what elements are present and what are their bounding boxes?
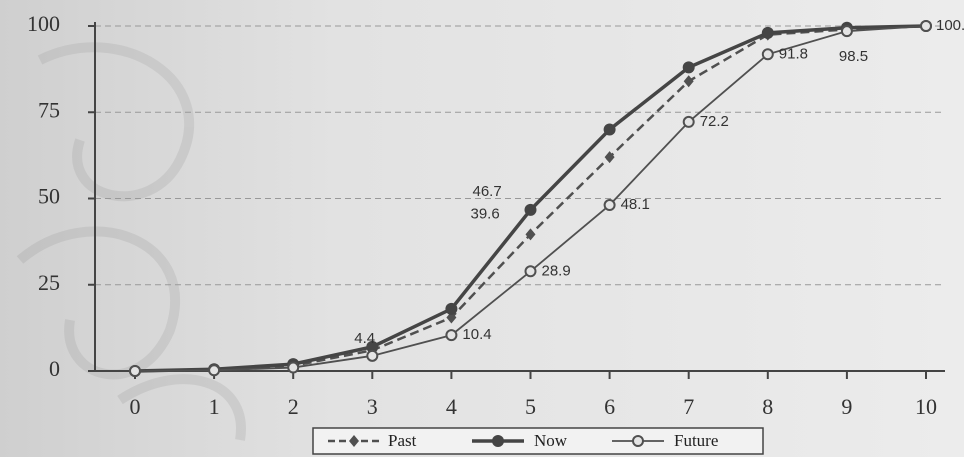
legend-label: Future — [674, 431, 718, 450]
data-label: 72.2 — [700, 113, 729, 130]
legend-box — [312, 427, 764, 455]
x-tick-label: 2 — [288, 394, 299, 419]
data-label: 48.1 — [621, 196, 650, 213]
marker — [208, 364, 221, 377]
marker — [603, 199, 616, 212]
y-tick-label: 100 — [27, 11, 60, 36]
marker — [632, 435, 644, 447]
marker — [366, 349, 379, 362]
marker — [682, 115, 695, 128]
marker — [445, 302, 458, 315]
x-tick-label: 1 — [209, 394, 220, 419]
x-tick-label: 4 — [446, 394, 457, 419]
data-label: 4.4 — [354, 330, 375, 347]
marker — [445, 329, 458, 342]
marker — [604, 151, 615, 164]
marker — [761, 48, 774, 61]
marker — [525, 228, 536, 241]
x-tick-label: 7 — [683, 394, 694, 419]
marker — [840, 25, 853, 38]
y-tick-label: 25 — [38, 270, 60, 295]
data-label: 28.9 — [542, 262, 571, 279]
ornament — [16, 42, 246, 441]
x-tick-label: 10 — [915, 394, 937, 419]
data-label: 39.6 — [471, 205, 500, 222]
legend-label: Past — [388, 431, 417, 450]
x-tick-label: 3 — [367, 394, 378, 419]
x-tick-label: 8 — [762, 394, 773, 419]
y-tick-label: 75 — [38, 97, 60, 122]
legend: Past Now Future — [312, 427, 764, 455]
marker — [524, 265, 537, 278]
data-label: 10.4 — [462, 326, 491, 343]
marker — [682, 61, 695, 74]
marker — [492, 435, 504, 447]
y-tick-label: 50 — [38, 184, 60, 209]
marker — [761, 26, 774, 39]
marker — [603, 123, 616, 136]
data-label: 98.5 — [839, 48, 868, 65]
x-tick-label: 6 — [604, 394, 615, 419]
x-tick-label: 0 — [130, 394, 141, 419]
x-tick-label: 9 — [841, 394, 852, 419]
marker — [287, 361, 300, 374]
marker — [446, 311, 457, 324]
legend-label: Now — [534, 431, 568, 450]
y-tick-label: 0 — [49, 356, 60, 381]
marker — [683, 75, 694, 88]
marker — [349, 435, 359, 447]
data-label: 100.0 — [936, 17, 964, 34]
marker — [129, 365, 141, 377]
marker — [524, 203, 537, 216]
marker — [366, 340, 379, 353]
data-label: 46.7 — [473, 183, 502, 200]
data-label: 91.8 — [779, 45, 808, 62]
x-tick-label: 5 — [525, 394, 536, 419]
marker — [920, 20, 932, 32]
